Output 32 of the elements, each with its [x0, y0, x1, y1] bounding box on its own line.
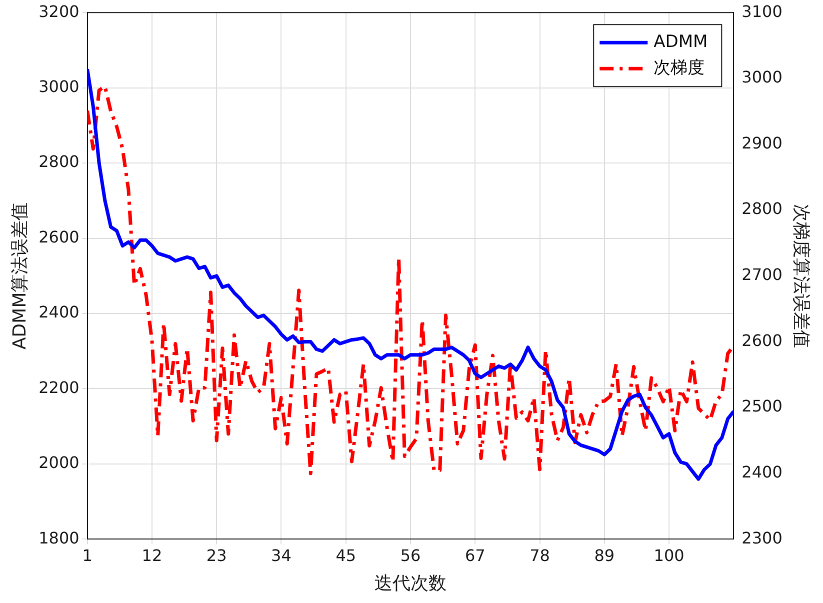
- y2-axis-title: 次梯度算法误差值: [790, 204, 812, 348]
- x-tick-label: 45: [336, 546, 356, 565]
- y-tick-label: 2200: [38, 378, 80, 397]
- x-tick-label: 67: [464, 546, 486, 565]
- y2-tick-label: 2500: [742, 396, 782, 416]
- y2-tick-label: 3000: [742, 68, 782, 87]
- y2-tick-label: 2800: [742, 199, 782, 218]
- y-axis-title: ADMM算法误差值: [9, 202, 30, 350]
- y-tick-label: 2800: [38, 152, 80, 172]
- y2-tick-label: 2700: [742, 265, 782, 284]
- x-tick-label: 78: [530, 546, 550, 565]
- x-tick-label: 89: [594, 546, 615, 565]
- y-tick-label: 3000: [38, 76, 80, 96]
- x-tick-label: 23: [206, 546, 227, 565]
- legend-label: ADMM: [654, 32, 708, 52]
- x-tick-label: 1: [82, 546, 92, 565]
- y-tick-label: 3200: [38, 2, 80, 21]
- x-tick-label: 12: [142, 546, 162, 565]
- x-tick-label: 34: [271, 546, 292, 565]
- y-tick-label: 2600: [38, 227, 80, 246]
- x-tick-label: 56: [400, 546, 421, 565]
- y-tick-label: 2400: [38, 302, 80, 322]
- y-tick-label: 2000: [38, 453, 80, 472]
- legend-label: 次梯度: [654, 58, 705, 78]
- y2-tick-label: 3100: [742, 2, 782, 21]
- y2-tick-label: 2300: [742, 528, 782, 548]
- x-axis-title: 迭代次数: [374, 572, 446, 594]
- y2-tick-label: 2400: [742, 462, 782, 482]
- x-tick-label: 100: [654, 546, 684, 565]
- y2-tick-label: 2600: [742, 330, 782, 350]
- y2-tick-label: 2900: [742, 133, 782, 152]
- y-tick-label: 1800: [38, 528, 80, 548]
